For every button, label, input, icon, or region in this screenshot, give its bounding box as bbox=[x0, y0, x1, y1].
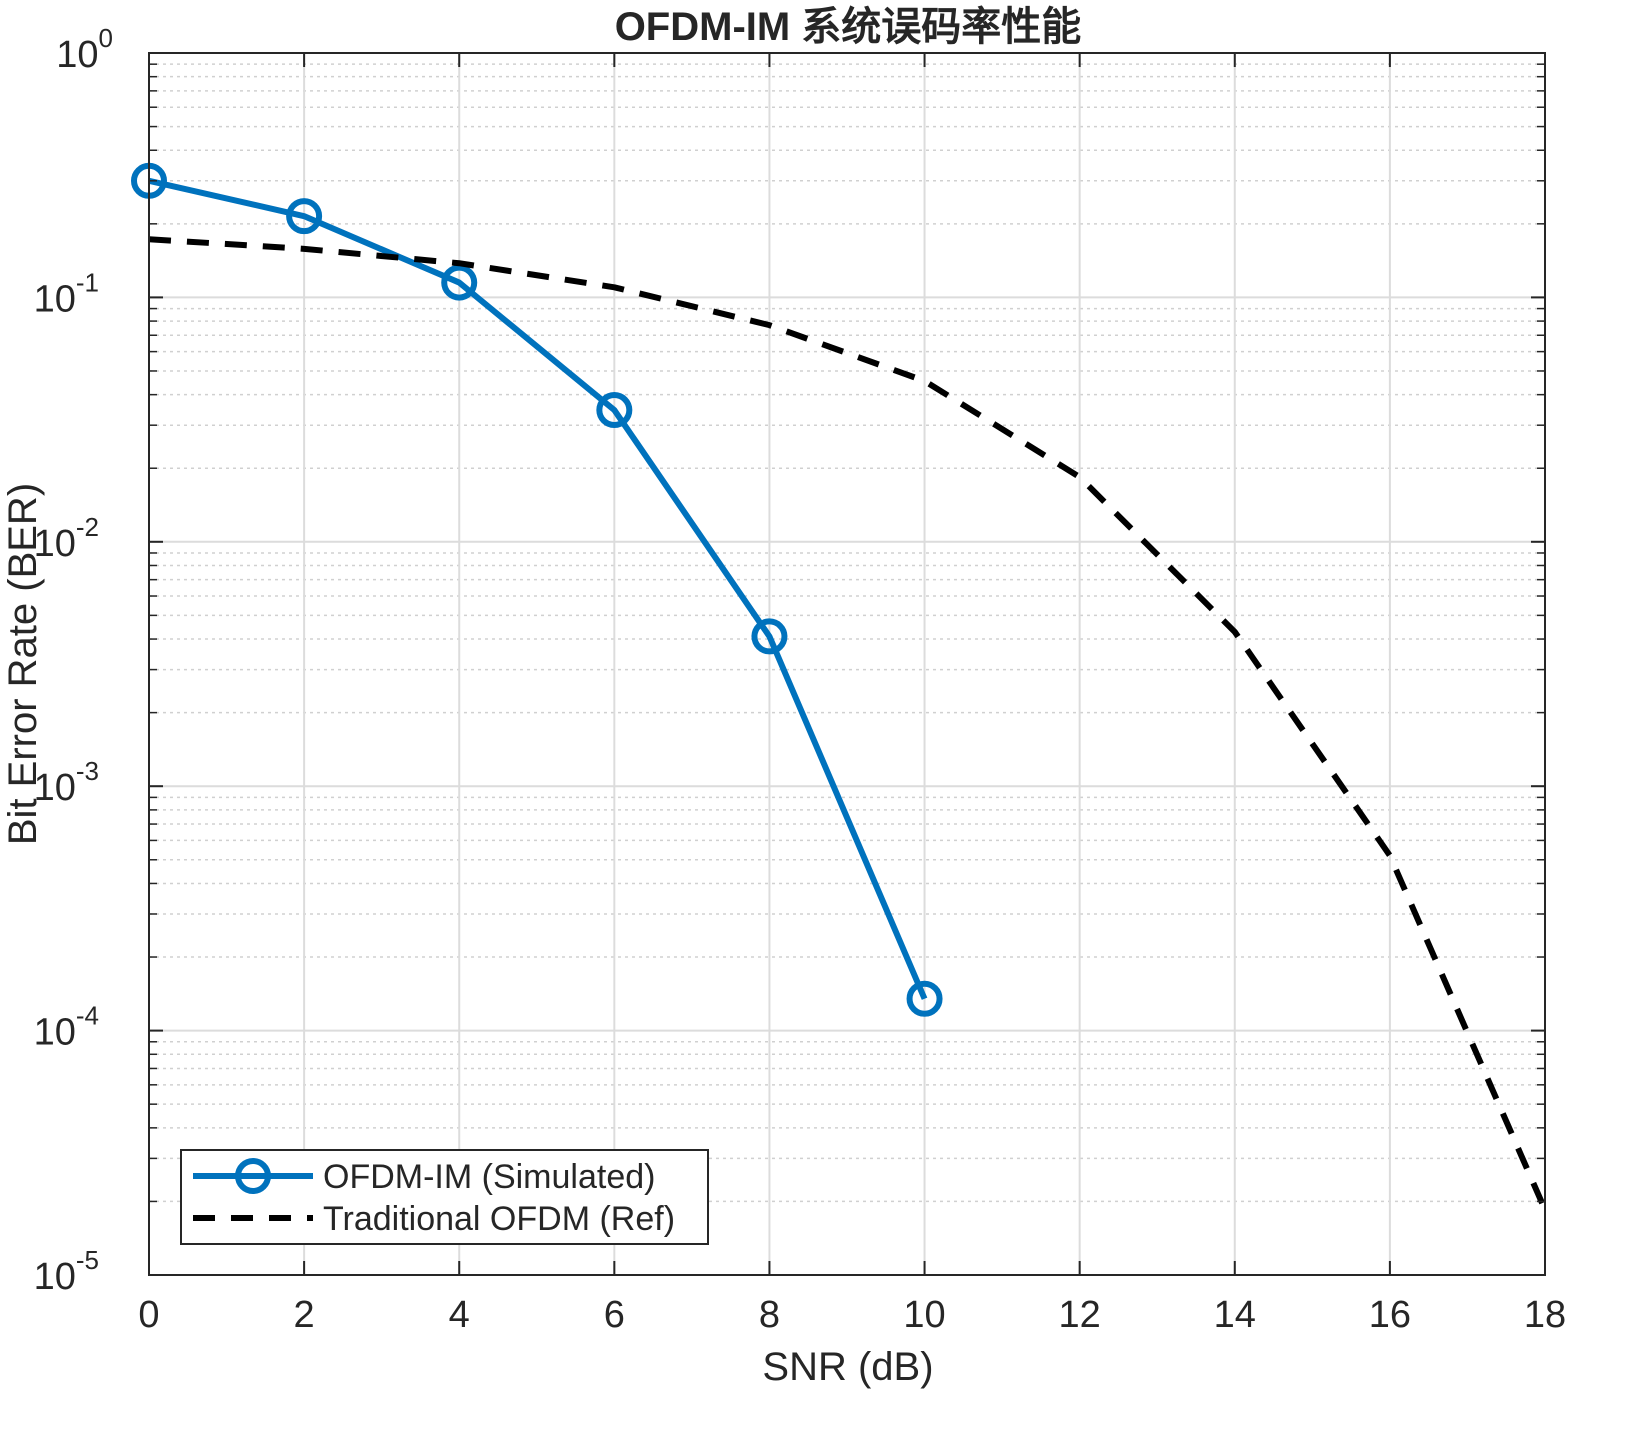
axes-box bbox=[148, 52, 1546, 1276]
series-line-0 bbox=[148, 177, 928, 1000]
data-point-marker bbox=[286, 198, 323, 235]
x-axis-label: SNR (dB) bbox=[762, 1345, 933, 1389]
x-tick-label: 4 bbox=[449, 1294, 470, 1336]
legend-label: Traditional OFDM (Ref) bbox=[323, 1200, 675, 1238]
data-point-marker bbox=[596, 392, 633, 429]
x-tick-label: 2 bbox=[294, 1294, 315, 1336]
y-tick-label: 100 bbox=[56, 23, 113, 76]
y-tick-exponent: -4 bbox=[76, 1001, 99, 1031]
legend: OFDM-IM (Simulated) Traditional OFDM (Ref… bbox=[180, 1149, 709, 1245]
x-tick-label: 6 bbox=[604, 1294, 625, 1336]
legend-box bbox=[180, 1149, 709, 1245]
chart-title: OFDM-IM 系统误码率性能 bbox=[615, 5, 1082, 49]
data-point-marker bbox=[751, 618, 788, 655]
x-tick-label: 8 bbox=[759, 1294, 780, 1336]
grid bbox=[148, 52, 1546, 1276]
legend-swatch-marker bbox=[235, 1158, 271, 1194]
data-point-marker bbox=[441, 264, 478, 301]
y-axis-label: Bit Error Rate (BER) bbox=[1, 483, 45, 845]
legend-label: OFDM-IM (Simulated) bbox=[323, 1158, 655, 1196]
x-tick-label: 0 bbox=[138, 1294, 159, 1336]
x-tick-label: 12 bbox=[1059, 1294, 1101, 1336]
x-tick-label: 18 bbox=[1524, 1294, 1566, 1336]
y-tick-exponent: -5 bbox=[76, 1245, 99, 1275]
x-tick-label: 14 bbox=[1214, 1294, 1256, 1336]
y-tick-exponent: 0 bbox=[99, 23, 113, 53]
y-tick-exponent: -3 bbox=[76, 756, 99, 786]
x-tick-label: 16 bbox=[1369, 1294, 1411, 1336]
data-point-marker bbox=[906, 980, 943, 1017]
y-tick-exponent: -2 bbox=[76, 512, 99, 542]
x-tick-label: 10 bbox=[903, 1294, 945, 1336]
y-tick-exponent: -1 bbox=[76, 267, 99, 297]
series-line-1 bbox=[148, 236, 1548, 1211]
